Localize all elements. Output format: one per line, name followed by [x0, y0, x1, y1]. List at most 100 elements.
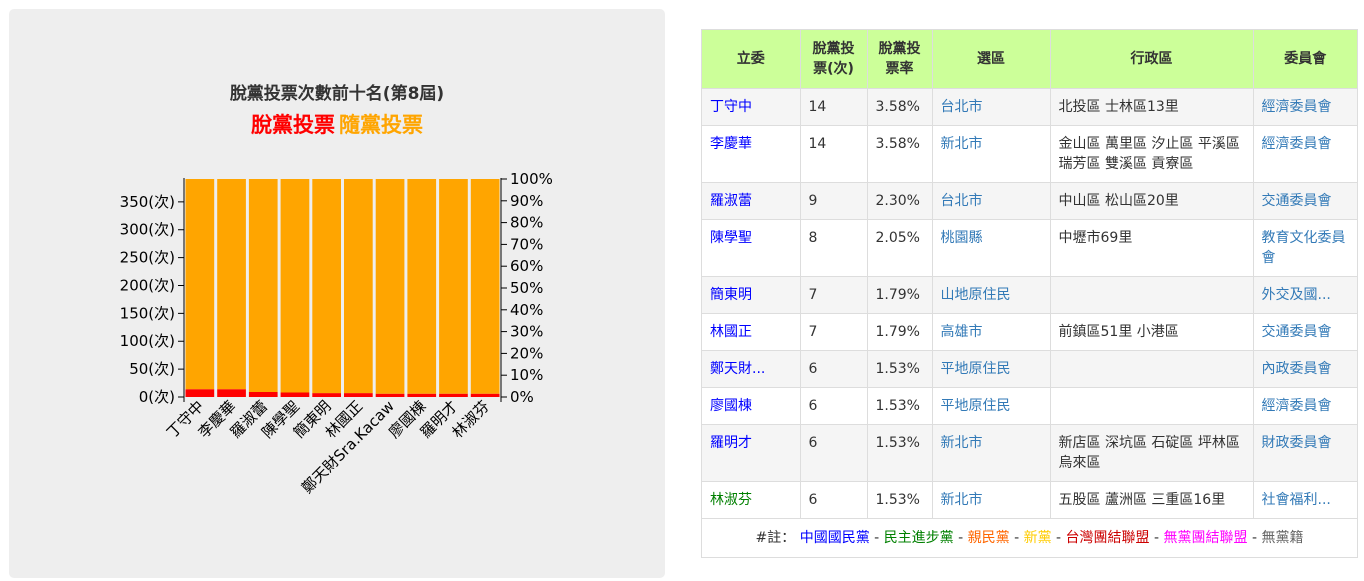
cell-district: 高雄市: [932, 312, 1051, 350]
committee-link[interactable]: 財政委員會: [1261, 434, 1332, 451]
cell-count: 8: [800, 218, 868, 276]
cell-admin: [1050, 275, 1254, 313]
name-link[interactable]: 李慶華: [710, 135, 752, 152]
cell-district: 新北市: [932, 124, 1051, 182]
name-link[interactable]: 陳學聖: [710, 229, 752, 246]
bar-follow-6: [375, 179, 405, 394]
name-link[interactable]: 羅明才: [710, 434, 752, 451]
party-legend-item: 親民黨: [967, 529, 1010, 546]
committee-link[interactable]: 交通委員會: [1261, 323, 1332, 340]
cell-admin: 前鎮區51里 小港區: [1050, 312, 1254, 350]
y-right-tick-label: 70%: [510, 235, 543, 253]
note-separator: -: [1247, 529, 1262, 546]
cell-count: 7: [800, 312, 868, 350]
cell-name: 廖國棟: [702, 386, 801, 424]
table-row: 廖國棟 6 1.53% 平地原住民 經濟委員會: [702, 386, 1357, 424]
cell-rate: 2.30%: [867, 181, 933, 219]
cell-count: 7: [800, 275, 868, 313]
cell-rate: 1.79%: [867, 275, 933, 313]
y-left-tick-label: 0(次): [139, 388, 175, 406]
cell-name: 陳學聖: [702, 218, 801, 276]
bar-follow-1: [217, 179, 246, 390]
column-header[interactable]: 脫黨投票率: [867, 30, 933, 89]
cell-count: 14: [800, 124, 868, 182]
district-link[interactable]: 平地原住民: [940, 360, 1011, 377]
committee-link[interactable]: 經濟委員會: [1261, 397, 1332, 414]
committee-link[interactable]: 交通委員會: [1261, 192, 1332, 209]
district-link[interactable]: 山地原住民: [940, 286, 1011, 303]
table-body: 丁守中 14 3.58% 台北市 北投區 士林區13里 經濟委員會 李慶華 14 3.58% 新北…: [702, 87, 1357, 557]
cell-count: 14: [800, 87, 868, 125]
district-link[interactable]: 台北市: [940, 192, 983, 209]
table-row: 陳學聖 8 2.05% 桃園縣 中壢市69里 教育文化委員會: [702, 218, 1357, 276]
committee-link[interactable]: 教育文化委員會: [1261, 229, 1346, 266]
name-link[interactable]: 鄭天財...: [710, 360, 766, 377]
cell-name: 林國正: [702, 312, 801, 350]
cell-district: 新北市: [932, 423, 1051, 481]
note-separator: -: [1149, 529, 1164, 546]
cell-rate: 1.79%: [867, 312, 933, 350]
cell-district: 新北市: [932, 480, 1051, 518]
bar-follow-4: [312, 179, 341, 394]
name-link[interactable]: 林國正: [710, 323, 752, 340]
legend-item-follow[interactable]: 隨黨投票: [339, 113, 423, 137]
committee-link[interactable]: 社會福利...: [1261, 491, 1331, 508]
district-link[interactable]: 新北市: [940, 491, 983, 508]
bar-defect-9: [470, 393, 500, 397]
party-legend-item: 無黨團結聯盟: [1163, 529, 1248, 546]
district-link[interactable]: 新北市: [940, 434, 983, 451]
cell-district: 台北市: [932, 181, 1051, 219]
bar-defect-4: [312, 393, 341, 397]
legend-item-defect[interactable]: 脫黨投票: [251, 113, 335, 137]
name-link[interactable]: 丁守中: [710, 98, 752, 115]
cell-rate: 1.53%: [867, 349, 933, 387]
bar-defect-1: [217, 389, 246, 397]
bar-follow-5: [344, 179, 373, 394]
district-link[interactable]: 高雄市: [940, 323, 983, 340]
bar-defect-0: [185, 389, 215, 397]
cell-rate: 1.53%: [867, 386, 933, 424]
cell-rate: 1.53%: [867, 423, 933, 481]
note-prefix: #註：: [755, 529, 800, 546]
y-right-tick-label: 50%: [510, 279, 543, 297]
y-right-tick-label: 0%: [510, 388, 534, 406]
bar-defect-2: [248, 392, 278, 397]
committee-link[interactable]: 經濟委員會: [1261, 98, 1332, 115]
cell-rate: 3.58%: [867, 87, 933, 125]
district-link[interactable]: 平地原住民: [940, 397, 1011, 414]
committee-link[interactable]: 經濟委員會: [1261, 135, 1332, 152]
cell-committee: 經濟委員會: [1253, 386, 1357, 424]
cell-name: 羅明才: [702, 423, 801, 481]
bar-follow-7: [407, 179, 437, 394]
column-header[interactable]: 選區: [932, 30, 1051, 89]
y-left-tick-label: 300(次): [120, 221, 175, 239]
y-left-tick-label: 350(次): [120, 193, 175, 211]
district-link[interactable]: 新北市: [940, 135, 983, 152]
y-right-tick-label: 30%: [510, 323, 543, 341]
party-legend-item: 民主進步黨: [883, 529, 954, 546]
note-separator: -: [1051, 529, 1066, 546]
district-link[interactable]: 桃園縣: [940, 229, 983, 246]
committee-link[interactable]: 外交及國...: [1261, 286, 1331, 303]
y-left-tick-label: 150(次): [120, 304, 175, 322]
party-legend-item: 中國國民黨: [799, 529, 870, 546]
column-header[interactable]: 脫黨投票(次): [800, 30, 868, 89]
y-right-tick-label: 10%: [510, 366, 543, 384]
cell-admin: 中山區 松山區20里: [1050, 181, 1254, 219]
cell-committee: 交通委員會: [1253, 181, 1357, 219]
committee-link[interactable]: 內政委員會: [1261, 360, 1332, 377]
note-separator: -: [869, 529, 884, 546]
district-link[interactable]: 台北市: [940, 98, 983, 115]
name-link[interactable]: 廖國棟: [710, 397, 752, 414]
cell-admin: [1050, 386, 1254, 424]
column-header[interactable]: 委員會: [1253, 30, 1357, 89]
y-left-tick-label: 200(次): [120, 276, 175, 294]
cell-rate: 1.53%: [867, 480, 933, 518]
name-link[interactable]: 簡東明: [710, 286, 752, 303]
column-header[interactable]: 行政區: [1050, 30, 1254, 89]
column-header[interactable]: 立委: [702, 30, 801, 89]
name-link[interactable]: 羅淑蕾: [710, 192, 752, 209]
name-link[interactable]: 林淑芬: [710, 491, 752, 508]
bar-defect-6: [375, 393, 405, 397]
party-legend-item: 台灣團結聯盟: [1065, 529, 1150, 546]
